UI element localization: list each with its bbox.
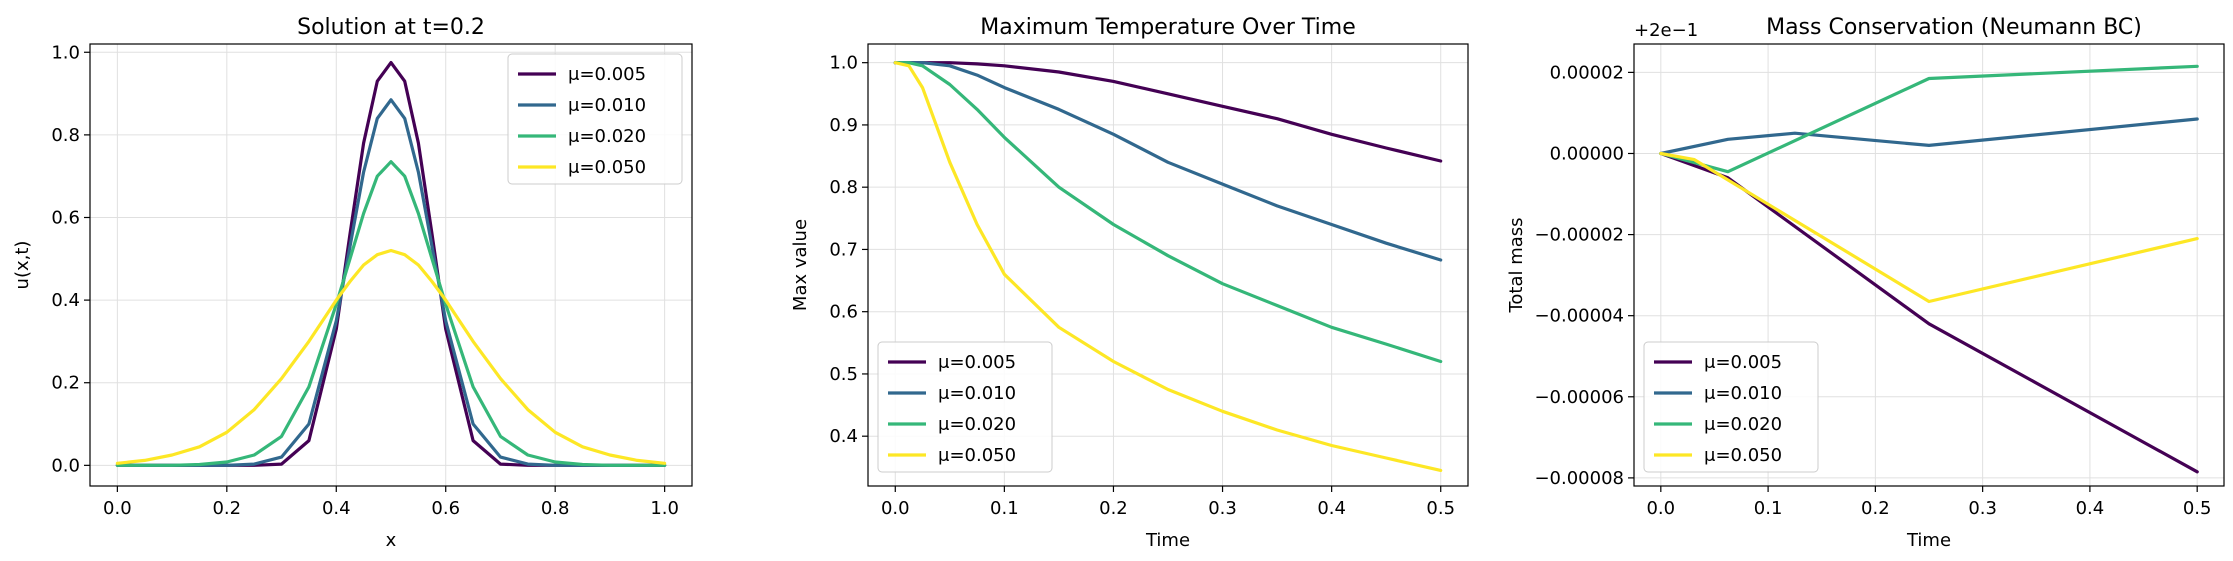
legend: μ=0.005 μ=0.010 μ=0.020 μ=0.050 bbox=[507, 53, 683, 185]
x-tick-label: 0.1 bbox=[1754, 498, 1783, 519]
chart-title: Maximum Temperature Over Time bbox=[980, 15, 1356, 40]
panel-solution: 0.0 0.2 0.4 0.6 0.8 1.0 0.0 0.2 0.4 0.6 0.8 1.0 Solu… bbox=[12, 15, 693, 551]
legend-label: μ=0.005 bbox=[1704, 352, 1782, 373]
x-axis-label: Time bbox=[1145, 530, 1190, 551]
x-tick-label: 0.4 bbox=[2076, 498, 2105, 519]
y-tick-label: 1.0 bbox=[51, 42, 80, 63]
series-line-μ=0.020 bbox=[1659, 64, 2199, 174]
x-tick-label: 0.3 bbox=[1968, 498, 1997, 519]
y-tick-label: 0.5 bbox=[829, 364, 858, 385]
y-tick-label: 0.6 bbox=[829, 302, 858, 323]
y-tick-label: 0.4 bbox=[829, 426, 858, 447]
axes-frame bbox=[89, 43, 693, 487]
x-tick-label: 0.2 bbox=[212, 498, 241, 519]
legend-label: μ=0.050 bbox=[938, 445, 1016, 466]
series-line-μ=0.050 bbox=[1659, 151, 2199, 304]
x-tick-label: 0.6 bbox=[431, 498, 460, 519]
y-tick-label: 0.2 bbox=[51, 373, 80, 394]
x-tick-label: 0.5 bbox=[1426, 498, 1455, 519]
legend-label: μ=0.020 bbox=[1704, 414, 1782, 435]
legend: μ=0.005 μ=0.010 μ=0.020 μ=0.050 bbox=[1643, 341, 1819, 473]
legend: μ=0.005 μ=0.010 μ=0.020 μ=0.050 bbox=[877, 341, 1053, 473]
x-tick-label: 0.1 bbox=[990, 498, 1019, 519]
series-line-μ=0.050 bbox=[115, 248, 667, 465]
y-tick-label: 0.00000 bbox=[1550, 143, 1624, 164]
x-tick-label: 0.0 bbox=[1646, 498, 1675, 519]
x-axis-label: x bbox=[386, 530, 397, 551]
x-tick-label: 0.2 bbox=[1099, 498, 1128, 519]
legend-label: μ=0.010 bbox=[938, 383, 1016, 404]
series-line-μ=0.010 bbox=[115, 98, 667, 467]
y-tick-label: 0.8 bbox=[51, 125, 80, 146]
series-line-μ=0.010 bbox=[1659, 117, 2199, 156]
legend-box bbox=[507, 53, 683, 185]
y-tick-label: 0.8 bbox=[829, 177, 858, 198]
legend-label: μ=0.050 bbox=[568, 157, 646, 178]
legend-box bbox=[877, 341, 1053, 473]
legend-box bbox=[1643, 341, 1819, 473]
y-tick-label: 0.0 bbox=[51, 455, 80, 476]
x-tick-label: 0.3 bbox=[1208, 498, 1237, 519]
x-tick-label: 0.4 bbox=[1317, 498, 1346, 519]
x-tick-label: 0.4 bbox=[322, 498, 351, 519]
legend-label: μ=0.010 bbox=[568, 95, 646, 116]
y-tick-label: −0.00002 bbox=[1534, 225, 1624, 246]
legend-label: μ=0.020 bbox=[938, 414, 1016, 435]
y-tick-label: −0.00004 bbox=[1534, 306, 1624, 327]
y-tick-label: −0.00008 bbox=[1534, 468, 1624, 489]
panel-mass-conservation: 0.0 0.1 0.2 0.3 0.4 0.5 −0.00008 −0.00006 −0.000… bbox=[1506, 15, 2225, 551]
y-tick-label: 1.0 bbox=[829, 53, 858, 74]
y-tick-label: 0.7 bbox=[829, 239, 858, 260]
x-tick-label: 0.5 bbox=[2183, 498, 2212, 519]
x-tick-label: 0.0 bbox=[103, 498, 132, 519]
panel-max-temperature: 0.0 0.1 0.2 0.3 0.4 0.5 0.4 0.5 0.6 0.7 0.8 0.9 1.0 M… bbox=[790, 15, 1469, 551]
axes-frame bbox=[1633, 43, 2225, 487]
y-tick-label: 0.6 bbox=[51, 207, 80, 228]
y-tick-label: 0.00002 bbox=[1550, 62, 1624, 83]
legend-label: μ=0.020 bbox=[568, 126, 646, 147]
x-axis-label: Time bbox=[1906, 530, 1951, 551]
legend-label: μ=0.010 bbox=[1704, 383, 1782, 404]
chart-title: Mass Conservation (Neumann BC) bbox=[1766, 15, 2142, 40]
y-axis-label: Total mass bbox=[1506, 217, 1527, 313]
axes-frame bbox=[867, 43, 1469, 487]
series-line-μ=0.020 bbox=[115, 160, 667, 467]
y-axis-label: u(x,t) bbox=[12, 241, 33, 290]
legend-label: μ=0.005 bbox=[568, 64, 646, 85]
series-line-μ=0.050 bbox=[893, 61, 1443, 472]
series-line-μ=0.005 bbox=[1659, 151, 2199, 474]
y-tick-label: −0.00006 bbox=[1534, 387, 1624, 408]
series-line-μ=0.010 bbox=[893, 61, 1443, 262]
series-line-μ=0.020 bbox=[893, 61, 1443, 364]
legend-label: μ=0.005 bbox=[938, 352, 1016, 373]
x-tick-label: 0.8 bbox=[541, 498, 570, 519]
x-tick-label: 0.0 bbox=[881, 498, 910, 519]
y-tick-label: 0.9 bbox=[829, 115, 858, 136]
y-offset-label: +2e−1 bbox=[1634, 20, 1698, 41]
x-tick-label: 1.0 bbox=[650, 498, 679, 519]
series-line-μ=0.005 bbox=[893, 61, 1443, 163]
legend-label: μ=0.050 bbox=[1704, 445, 1782, 466]
y-tick-label: 0.4 bbox=[51, 290, 80, 311]
x-tick-label: 0.2 bbox=[1861, 498, 1890, 519]
chart-title: Solution at t=0.2 bbox=[297, 15, 485, 40]
y-axis-label: Max value bbox=[790, 219, 811, 311]
